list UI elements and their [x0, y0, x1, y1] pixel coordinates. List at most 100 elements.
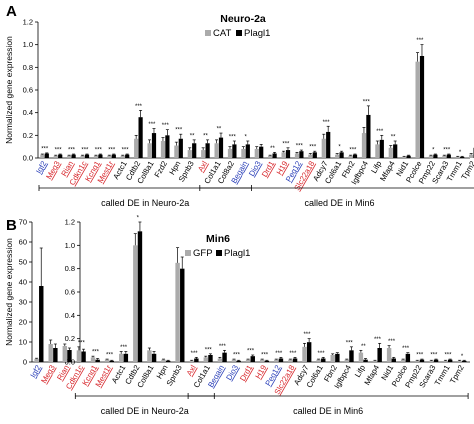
bar-plagl1	[165, 360, 171, 362]
significance-mark: ***	[162, 123, 170, 129]
y-tick-label: 0.4	[23, 108, 33, 117]
bar-plagl1	[377, 348, 382, 362]
bar-control	[268, 155, 273, 158]
x-tick-label: Drd1	[238, 364, 254, 383]
y-tick-label: 50	[19, 258, 27, 267]
bar-control	[120, 155, 125, 158]
bar-plagl1	[250, 356, 255, 362]
bar-control	[388, 147, 393, 158]
significance-mark: **	[203, 133, 208, 139]
bar-plagl1	[363, 359, 368, 362]
significance-mark: ***	[444, 353, 452, 359]
bar-plagl1	[419, 56, 425, 158]
bar-plagl1	[339, 152, 344, 158]
bar-plagl1	[419, 359, 425, 362]
bar-control	[147, 350, 152, 362]
group-label: called DE in Neuro-2a	[101, 406, 189, 416]
significance-mark: ***	[68, 148, 76, 154]
bar-control	[335, 154, 340, 158]
bar-control	[201, 150, 206, 158]
bar-control	[386, 348, 392, 362]
legend-swatch	[205, 30, 211, 36]
significance-mark: **	[217, 127, 222, 133]
bar-plagl1	[326, 131, 331, 158]
bar-control	[428, 155, 434, 158]
bar-plagl1	[349, 350, 354, 362]
significance-mark: ***	[175, 128, 183, 134]
bar-plagl1	[366, 114, 371, 158]
bar-plagl1	[67, 350, 72, 362]
bar-control	[134, 138, 139, 158]
significance-mark: ***	[374, 337, 382, 343]
bar-control	[217, 358, 223, 362]
bar-control	[187, 150, 192, 158]
y-tick-label: 1.2	[65, 218, 75, 227]
bar-control	[174, 145, 179, 158]
significance-mark: ***	[148, 122, 156, 128]
bar-control	[40, 154, 45, 158]
bar-control	[53, 155, 58, 158]
y-tick-label: 0.2	[65, 334, 75, 343]
bar-plagl1	[460, 156, 465, 158]
group-label: called DE in Min6	[304, 198, 374, 208]
bar-control	[455, 156, 460, 158]
significance-mark: ***	[363, 99, 371, 105]
bar-plagl1	[44, 153, 49, 158]
bar-plagl1	[84, 154, 90, 158]
x-tick-label: Fzd2	[153, 160, 169, 180]
bar-control	[189, 360, 194, 362]
bar-plagl1	[259, 146, 264, 158]
y-tick-label: 60	[19, 238, 27, 247]
group-label: called DE in Neuro-2a	[101, 198, 189, 208]
bar-plagl1	[151, 133, 157, 158]
x-tick-label: Tpm2	[448, 364, 466, 386]
significance-mark: *	[432, 148, 435, 154]
bar-plagl1	[98, 154, 103, 158]
bar-plagl1	[299, 151, 304, 158]
bar-plagl1	[109, 360, 114, 362]
bar-control	[442, 155, 447, 158]
significance-mark: ***	[309, 145, 317, 151]
y-axis-label: Normalized gene expression	[4, 36, 14, 144]
bar-control	[330, 355, 335, 362]
bar-control	[147, 143, 152, 158]
bar-control	[93, 155, 99, 158]
bar-control	[294, 153, 300, 158]
significance-mark: ***	[275, 351, 283, 357]
significance-mark: ***	[416, 353, 424, 359]
y-tick-label: 0.4	[65, 311, 75, 320]
x-tick-label: Meg3	[44, 160, 62, 181]
x-tick-label: Mfap4	[378, 159, 397, 183]
bar-control	[118, 353, 124, 362]
bar-control	[62, 346, 68, 362]
bar-plagl1	[391, 358, 396, 362]
bar-control	[375, 144, 380, 158]
legend-swatch	[185, 250, 191, 256]
bar-control	[288, 359, 293, 362]
bar-plagl1	[180, 268, 185, 362]
significance-mark: ***	[296, 144, 304, 150]
bar-plagl1	[312, 152, 317, 158]
bar-plagl1	[264, 360, 270, 362]
legend-swatch	[236, 30, 242, 36]
significance-mark: ***	[282, 141, 290, 147]
bar-control	[231, 359, 237, 362]
bar-plagl1	[393, 144, 398, 158]
significance-mark: ***	[402, 346, 410, 352]
bar-control	[429, 360, 434, 362]
bar-plagl1	[232, 144, 237, 158]
bar-control	[34, 358, 39, 362]
significance-mark: ***	[376, 129, 384, 135]
bar-plagl1	[81, 351, 86, 362]
bar-plagl1	[218, 137, 224, 158]
bar-plagl1	[111, 154, 116, 158]
x-tick-label: Meg3	[39, 364, 57, 385]
significance-mark: ***	[95, 148, 103, 154]
bar-control	[402, 156, 407, 158]
significance-mark: ***	[78, 340, 86, 346]
significance-mark: *	[459, 150, 462, 156]
bar-plagl1	[192, 143, 197, 158]
significance-mark: *	[461, 354, 464, 360]
bar-control	[358, 352, 364, 362]
bar-control	[161, 359, 166, 362]
